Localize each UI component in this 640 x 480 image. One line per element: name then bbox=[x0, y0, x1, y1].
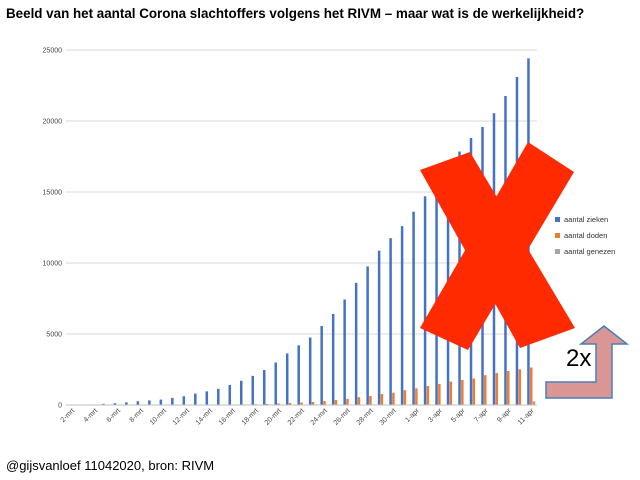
bar-aantal-doden-19-mrt bbox=[265, 403, 269, 405]
bar-aantal-doden-11-apr bbox=[530, 367, 533, 405]
bar-aantal-zieken-25-mrt bbox=[331, 313, 335, 405]
x-tick-label: 20-mrt bbox=[264, 407, 283, 426]
legend-swatch bbox=[555, 249, 560, 254]
bar-aantal-zieken-17-mrt bbox=[240, 380, 243, 405]
bar-aantal-doden-21-mrt bbox=[288, 403, 292, 405]
bar-aantal-doden-3-apr bbox=[438, 383, 441, 405]
bar-aantal-zieken-29-mrt bbox=[377, 250, 381, 405]
bar-aantal-doden-22-mrt bbox=[300, 402, 303, 405]
bar-aantal-doden-20-mrt bbox=[277, 403, 280, 405]
legend-swatch bbox=[555, 233, 560, 238]
x-tick-label: 8-mrt bbox=[129, 407, 146, 424]
bar-aantal-zieken-26-mrt bbox=[343, 299, 346, 405]
x-tick-label: 30-mrt bbox=[379, 407, 398, 426]
legend: aantal zieken aantal doden aantal genezen bbox=[555, 215, 615, 256]
cross-stroke-b bbox=[420, 142, 574, 350]
bar-aantal-zieken-21-mrt bbox=[285, 353, 289, 405]
bar-aantal-zieken-14-mrt bbox=[205, 391, 209, 405]
legend-label: aantal genezen bbox=[564, 247, 615, 256]
legend-swatch bbox=[555, 217, 560, 222]
x-tick-label: 3-apr bbox=[427, 407, 444, 424]
bar-aantal-genezen-11-apr bbox=[532, 401, 536, 405]
bar-aantal-zieken-13-mrt bbox=[194, 393, 197, 405]
bar-aantal-zieken-24-mrt bbox=[320, 326, 323, 405]
bar-aantal-doden-7-apr bbox=[484, 375, 487, 405]
up-arrow-icon bbox=[545, 325, 630, 399]
bar-aantal-doden-24-mrt bbox=[323, 401, 326, 405]
up-arrow-shape bbox=[545, 325, 630, 399]
bar-aantal-doden-10-apr bbox=[518, 369, 522, 405]
x-tick-label: 18-mrt bbox=[241, 407, 260, 426]
bar-aantal-zieken-18-mrt bbox=[251, 375, 254, 405]
footer-credit: @gijsvanloef 11042020, bron: RIVM bbox=[6, 458, 215, 473]
bar-aantal-zieken-23-mrt bbox=[308, 337, 312, 405]
bar-aantal-doden-31-mrt bbox=[403, 390, 407, 405]
x-tick-label: 2-mrt bbox=[60, 407, 77, 424]
bar-aantal-doden-5-apr bbox=[461, 379, 464, 405]
x-tick-label: 5-apr bbox=[450, 407, 467, 424]
bar-aantal-zieken-11-mrt bbox=[171, 397, 174, 405]
bar-aantal-doden-28-mrt bbox=[369, 395, 372, 405]
x-tick-label: 16-mrt bbox=[218, 407, 237, 426]
bar-aantal-zieken-5-mrt bbox=[102, 403, 105, 405]
x-tick-label: 6-mrt bbox=[106, 407, 123, 424]
x-tick-label: 12-mrt bbox=[172, 407, 191, 426]
bar-aantal-zieken-3-apr bbox=[435, 181, 438, 405]
bar-aantal-zieken-15-mrt bbox=[217, 388, 220, 405]
x-tick-label: 11-apr bbox=[517, 407, 536, 426]
bar-aantal-zieken-28-mrt bbox=[366, 266, 369, 405]
y-tick-label: 0 bbox=[58, 403, 62, 410]
bar-aantal-doden-8-apr bbox=[495, 373, 499, 405]
bar-aantal-zieken-2-apr bbox=[423, 196, 427, 405]
x-tick-label: 22-mrt bbox=[287, 407, 306, 426]
bar-aantal-zieken-19-mrt bbox=[262, 370, 266, 405]
bar-aantal-zieken-1-apr bbox=[412, 211, 415, 405]
bar-aantal-zieken-31-mrt bbox=[400, 226, 404, 405]
y-tick-label: 25000 bbox=[43, 48, 63, 55]
multiplier-label: 2x bbox=[566, 345, 591, 372]
bar-aantal-zieken-30-mrt bbox=[389, 238, 392, 405]
bar-aantal-zieken-10-mrt bbox=[159, 399, 163, 405]
bar-aantal-zieken-27-mrt bbox=[354, 282, 358, 405]
y-tick-label: 20000 bbox=[43, 119, 63, 126]
red-cross-icon bbox=[420, 142, 575, 350]
x-tick-label: 4-mrt bbox=[83, 407, 100, 424]
bar-aantal-zieken-16-mrt bbox=[228, 384, 232, 405]
bar-aantal-zieken-20-mrt bbox=[274, 362, 277, 405]
bar-aantal-zieken-12-mrt bbox=[182, 396, 186, 405]
page-title: Beeld van het aantal Corona slachtoffers… bbox=[6, 6, 585, 21]
bar-aantal-doden-30-mrt bbox=[392, 392, 395, 405]
x-tick-label: 9-apr bbox=[496, 407, 513, 424]
bar-aantal-doden-4-apr bbox=[449, 381, 453, 405]
bar-aantal-doden-1-apr bbox=[415, 388, 418, 405]
y-tick-label: 10000 bbox=[43, 261, 63, 268]
bar-aantal-zieken-22-mrt bbox=[297, 345, 300, 405]
x-tick-label: 10-mrt bbox=[149, 407, 168, 426]
x-tick-label: 1-apr bbox=[404, 407, 421, 424]
bar-aantal-doden-29-mrt bbox=[380, 394, 384, 405]
bar-aantal-doden-2-apr bbox=[426, 385, 430, 405]
bar-aantal-zieken-9-mrt bbox=[148, 400, 151, 405]
bar-aantal-doden-23-mrt bbox=[311, 401, 315, 405]
bar-aantal-zieken-7-mrt bbox=[125, 402, 128, 405]
bar-aantal-doden-26-mrt bbox=[346, 398, 349, 405]
legend-label: aantal zieken bbox=[564, 215, 608, 224]
y-tick-label: 15000 bbox=[43, 190, 63, 197]
y-tick-label: 5000 bbox=[46, 332, 62, 339]
bar-aantal-doden-9-apr bbox=[507, 370, 510, 405]
x-tick-label: 7-apr bbox=[473, 407, 490, 424]
x-axis-ticks: 2-mrt 4-mrt 6-mrt 8-mrt 10-mrt 12-mrt 14-mrt 16… bbox=[60, 407, 536, 427]
x-tick-label: 14-mrt bbox=[195, 407, 214, 426]
x-tick-label: 24-mrt bbox=[310, 407, 329, 426]
y-axis-ticks: 0 5000 10000 15000 20000 25000 bbox=[43, 48, 63, 410]
bar-aantal-doden-25-mrt bbox=[334, 399, 338, 405]
x-tick-label: 28-mrt bbox=[356, 407, 375, 426]
bar-aantal-doden-27-mrt bbox=[357, 397, 361, 405]
legend-label: aantal doden bbox=[564, 231, 607, 240]
bar-aantal-doden-6-apr bbox=[472, 378, 476, 405]
bar-aantal-zieken-6-mrt bbox=[113, 403, 117, 405]
bar-aantal-zieken-8-mrt bbox=[136, 401, 140, 405]
x-tick-label: 26-mrt bbox=[333, 407, 352, 426]
